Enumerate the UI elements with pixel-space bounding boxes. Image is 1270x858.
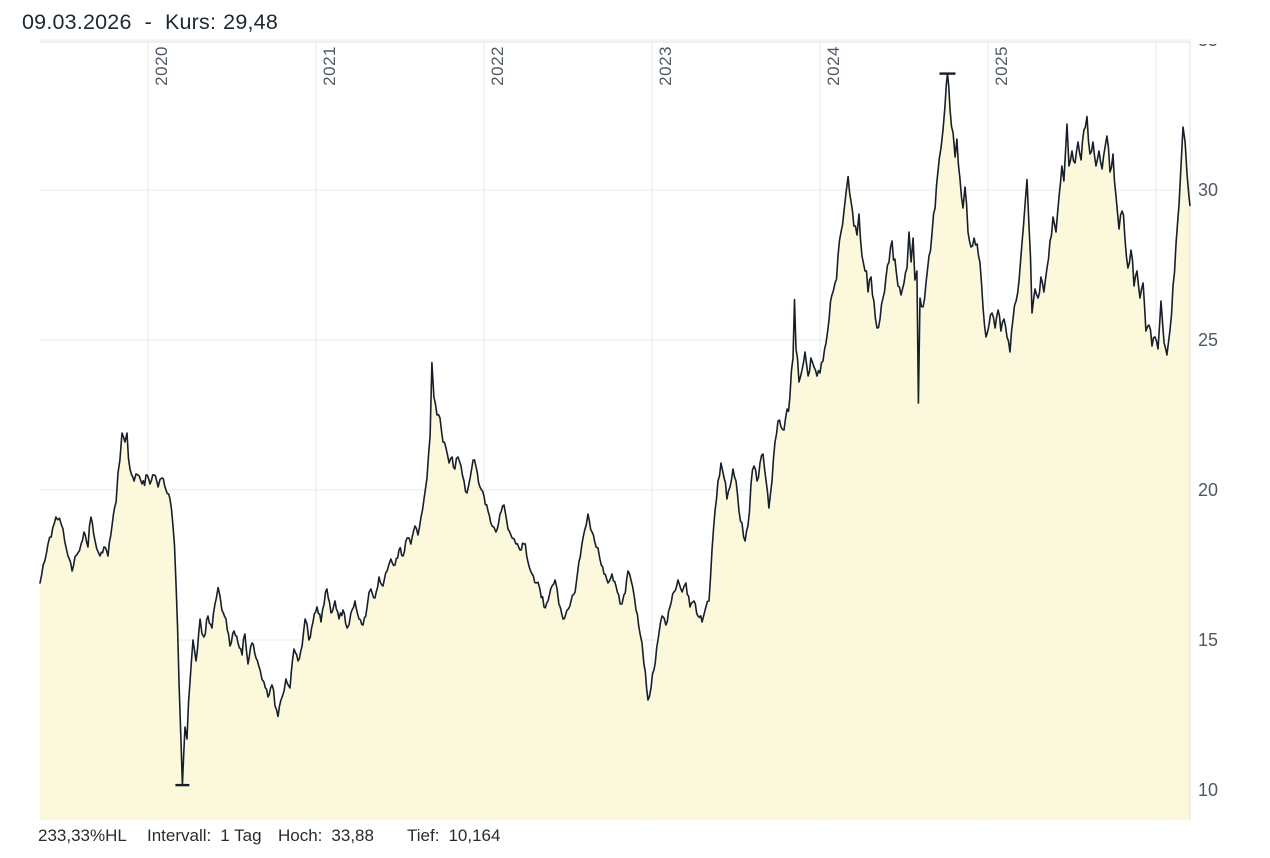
footer-interval-label: Intervall: <box>147 826 212 845</box>
chart-header: 09.03.2026 - Kurs: 29,48 <box>22 7 278 37</box>
footer-low-label: Tief: <box>407 826 440 845</box>
chart-footer: 233,33%HL Intervall: 1 Tag Hoch: 33,88 T… <box>0 826 1270 852</box>
price-line <box>39 72 1191 786</box>
header-price-value: 29,48 <box>223 9 278 34</box>
footer-high-label: Hoch: <box>278 826 323 845</box>
footer-high-value: 33,88 <box>331 826 374 845</box>
footer-interval: Intervall: 1 Tag <box>147 826 262 846</box>
footer-range-percent: 233,33%HL <box>38 826 127 845</box>
header-price-label: Kurs: <box>164 9 217 34</box>
header-separator: - <box>144 9 152 34</box>
footer-interval-value: 1 Tag <box>220 826 262 845</box>
footer-low-value: 10,164 <box>448 826 501 845</box>
footer-high: Hoch: 33,88 <box>278 826 374 846</box>
header-price: Kurs: 29,48 <box>165 10 278 35</box>
price-area-fill <box>40 73 1190 821</box>
header-date: 09.03.2026 <box>22 9 132 34</box>
footer-low: Tief: 10,164 <box>407 826 500 846</box>
